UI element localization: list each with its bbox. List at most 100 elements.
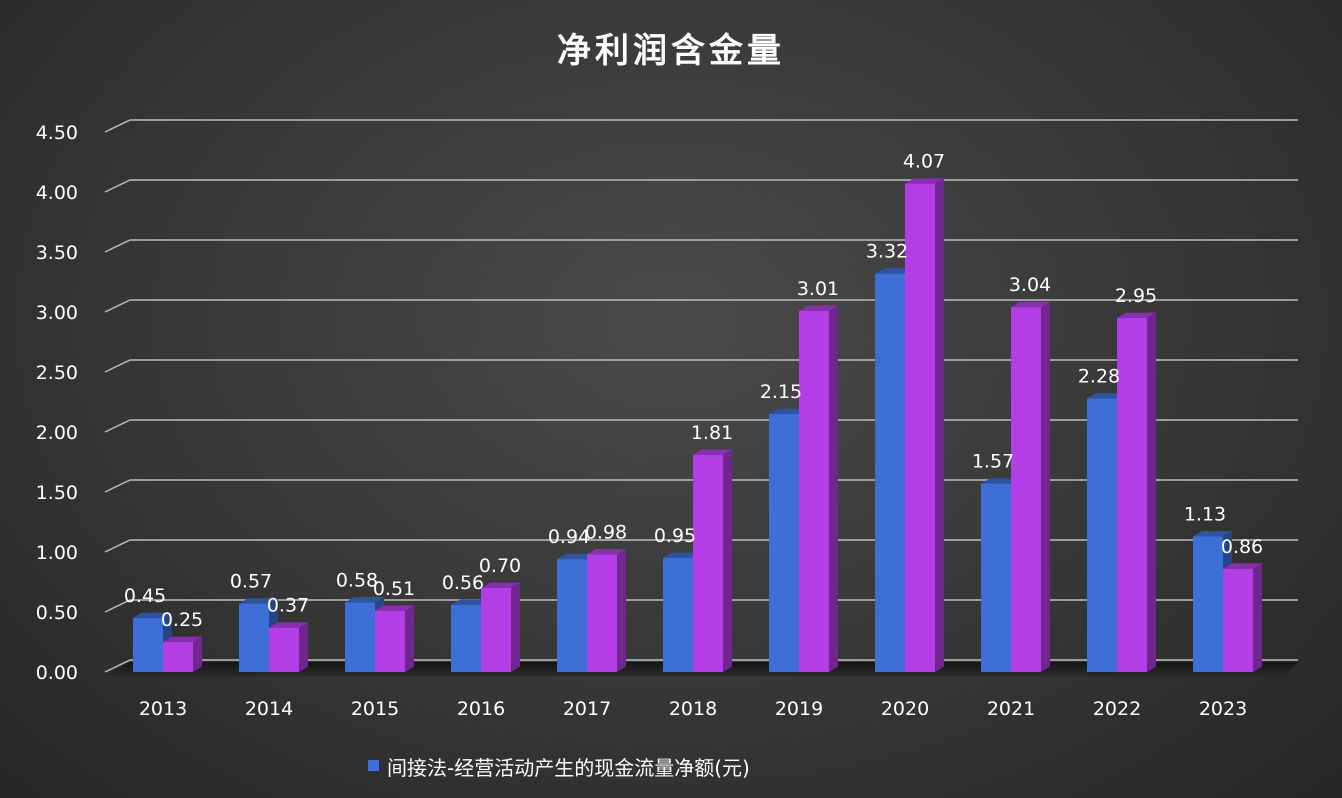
bar-side-2019-1 xyxy=(829,305,838,672)
bar-2016-series2 xyxy=(481,588,511,672)
gridline-side xyxy=(104,299,131,313)
bar-2023-series1 xyxy=(1193,536,1223,672)
bar-2017-series2 xyxy=(587,554,617,672)
bar-side-2021-1 xyxy=(1041,301,1050,672)
legend: 间接法-经营活动产生的现金流量净额(元) xyxy=(368,756,750,780)
bar-2014-series2 xyxy=(269,627,299,672)
data-label: 1.13 xyxy=(1184,503,1226,525)
bar-top-2020-1 xyxy=(905,178,944,184)
data-label: 1.57 xyxy=(972,451,1014,473)
data-label: 2.28 xyxy=(1078,365,1120,387)
data-label: 0.98 xyxy=(585,521,627,543)
data-labels: 0.450.25 0.570.37 0.580.51 0.560.70 0.940.98… xyxy=(124,151,1263,631)
y-axis-ticks: 0.00 0.50 1.00 1.50 2.00 2.50 3.00 3.50 4.00 4.50 xyxy=(36,122,78,684)
gridline-side xyxy=(104,479,131,493)
data-label: 2.95 xyxy=(1115,285,1157,307)
data-label: 4.07 xyxy=(903,151,945,173)
data-label: 0.94 xyxy=(548,526,590,548)
bar-top-2015-0 xyxy=(345,597,384,603)
bar-2022-series2 xyxy=(1117,318,1147,672)
data-label: 2.15 xyxy=(760,381,802,403)
x-tick-label: 2023 xyxy=(1199,698,1247,720)
data-label: 0.58 xyxy=(336,569,378,591)
bar-2015-series1 xyxy=(345,602,375,672)
bar-side-2018-1 xyxy=(723,449,732,672)
bar-top-2016-0 xyxy=(451,599,490,605)
bar-2017-series1 xyxy=(557,559,587,672)
gridline-side xyxy=(104,239,131,253)
y-tick-label: 3.50 xyxy=(36,242,78,264)
x-tick-label: 2019 xyxy=(775,698,823,720)
data-label: 0.57 xyxy=(230,571,272,593)
bar-2021-series1 xyxy=(981,483,1011,672)
y-tick-label: 3.00 xyxy=(36,302,78,324)
data-label: 0.45 xyxy=(124,585,166,607)
bar-2013-series1 xyxy=(133,618,163,672)
bar-top-2016-1 xyxy=(481,582,520,588)
bar-side-2013-1 xyxy=(193,636,202,672)
bar-side-2014-1 xyxy=(299,622,308,672)
data-label: 0.56 xyxy=(442,572,484,594)
bar-2019-series1 xyxy=(769,414,799,672)
bar-2023-series2 xyxy=(1223,568,1253,672)
data-label: 3.04 xyxy=(1009,274,1051,296)
y-tick-label: 1.50 xyxy=(36,482,78,504)
x-tick-label: 2013 xyxy=(139,698,187,720)
gridline-side xyxy=(104,659,131,673)
x-tick-label: 2018 xyxy=(669,698,717,720)
x-tick-label: 2016 xyxy=(457,698,505,720)
data-label: 0.25 xyxy=(161,609,203,631)
bar-2020-series1 xyxy=(875,273,905,672)
bar-top-2023-0 xyxy=(1193,531,1232,537)
x-tick-label: 2022 xyxy=(1093,698,1141,720)
data-label: 3.01 xyxy=(797,278,839,300)
bar-side-2015-1 xyxy=(405,605,414,672)
bar-top-2014-1 xyxy=(269,622,308,628)
y-tick-label: 0.00 xyxy=(36,662,78,684)
y-tick-label: 2.50 xyxy=(36,362,78,384)
bar-top-2013-1 xyxy=(163,636,202,642)
bar-top-2014-0 xyxy=(239,598,278,604)
bar-top-2019-1 xyxy=(799,305,838,311)
data-label: 0.70 xyxy=(479,555,521,577)
data-label: 0.51 xyxy=(373,578,415,600)
bar-top-2019-0 xyxy=(769,408,808,414)
y-tick-label: 4.00 xyxy=(36,182,78,204)
gridline-side xyxy=(104,539,131,553)
bar-side-2016-1 xyxy=(511,582,520,672)
y-tick-label: 4.50 xyxy=(36,122,78,144)
bar-side-2022-1 xyxy=(1147,312,1156,672)
data-label: 0.86 xyxy=(1221,536,1263,558)
x-tick-label: 2020 xyxy=(881,698,929,720)
bar-side-2017-1 xyxy=(617,549,626,672)
gridline-side xyxy=(104,359,131,373)
bar-top-2017-0 xyxy=(557,553,596,560)
gridline-side xyxy=(104,119,131,133)
gridline-side xyxy=(104,179,131,193)
bar-2021-series2 xyxy=(1011,307,1041,672)
bar-2022-series1 xyxy=(1087,398,1117,672)
y-tick-label: 2.00 xyxy=(36,422,78,444)
bar-2018-series2 xyxy=(693,454,723,672)
bar-top-2021-0 xyxy=(981,478,1020,484)
bar-2016-series1 xyxy=(451,604,481,672)
data-label: 3.32 xyxy=(866,241,908,263)
bar-top-2018-0 xyxy=(663,552,702,558)
chart-title: 净利润含金量 xyxy=(557,31,785,71)
x-tick-label: 2015 xyxy=(351,698,399,720)
bar-2018-series1 xyxy=(663,558,693,672)
bar-top-2022-0 xyxy=(1087,393,1126,399)
bar-top-2022-1 xyxy=(1117,312,1156,318)
legend-label: 间接法-经营活动产生的现金流量净额(元) xyxy=(387,756,750,780)
bar-top-2021-1 xyxy=(1011,301,1050,308)
y-tick-label: 1.00 xyxy=(36,542,78,564)
bar-top-2020-0 xyxy=(875,268,914,274)
data-label: 1.81 xyxy=(691,422,733,444)
bars xyxy=(133,178,1262,672)
x-tick-label: 2021 xyxy=(987,698,1035,720)
x-tick-label: 2017 xyxy=(563,698,611,720)
y-tick-label: 0.50 xyxy=(36,602,78,624)
bar-2015-series2 xyxy=(375,610,405,672)
bar-top-2013-0 xyxy=(133,612,172,618)
